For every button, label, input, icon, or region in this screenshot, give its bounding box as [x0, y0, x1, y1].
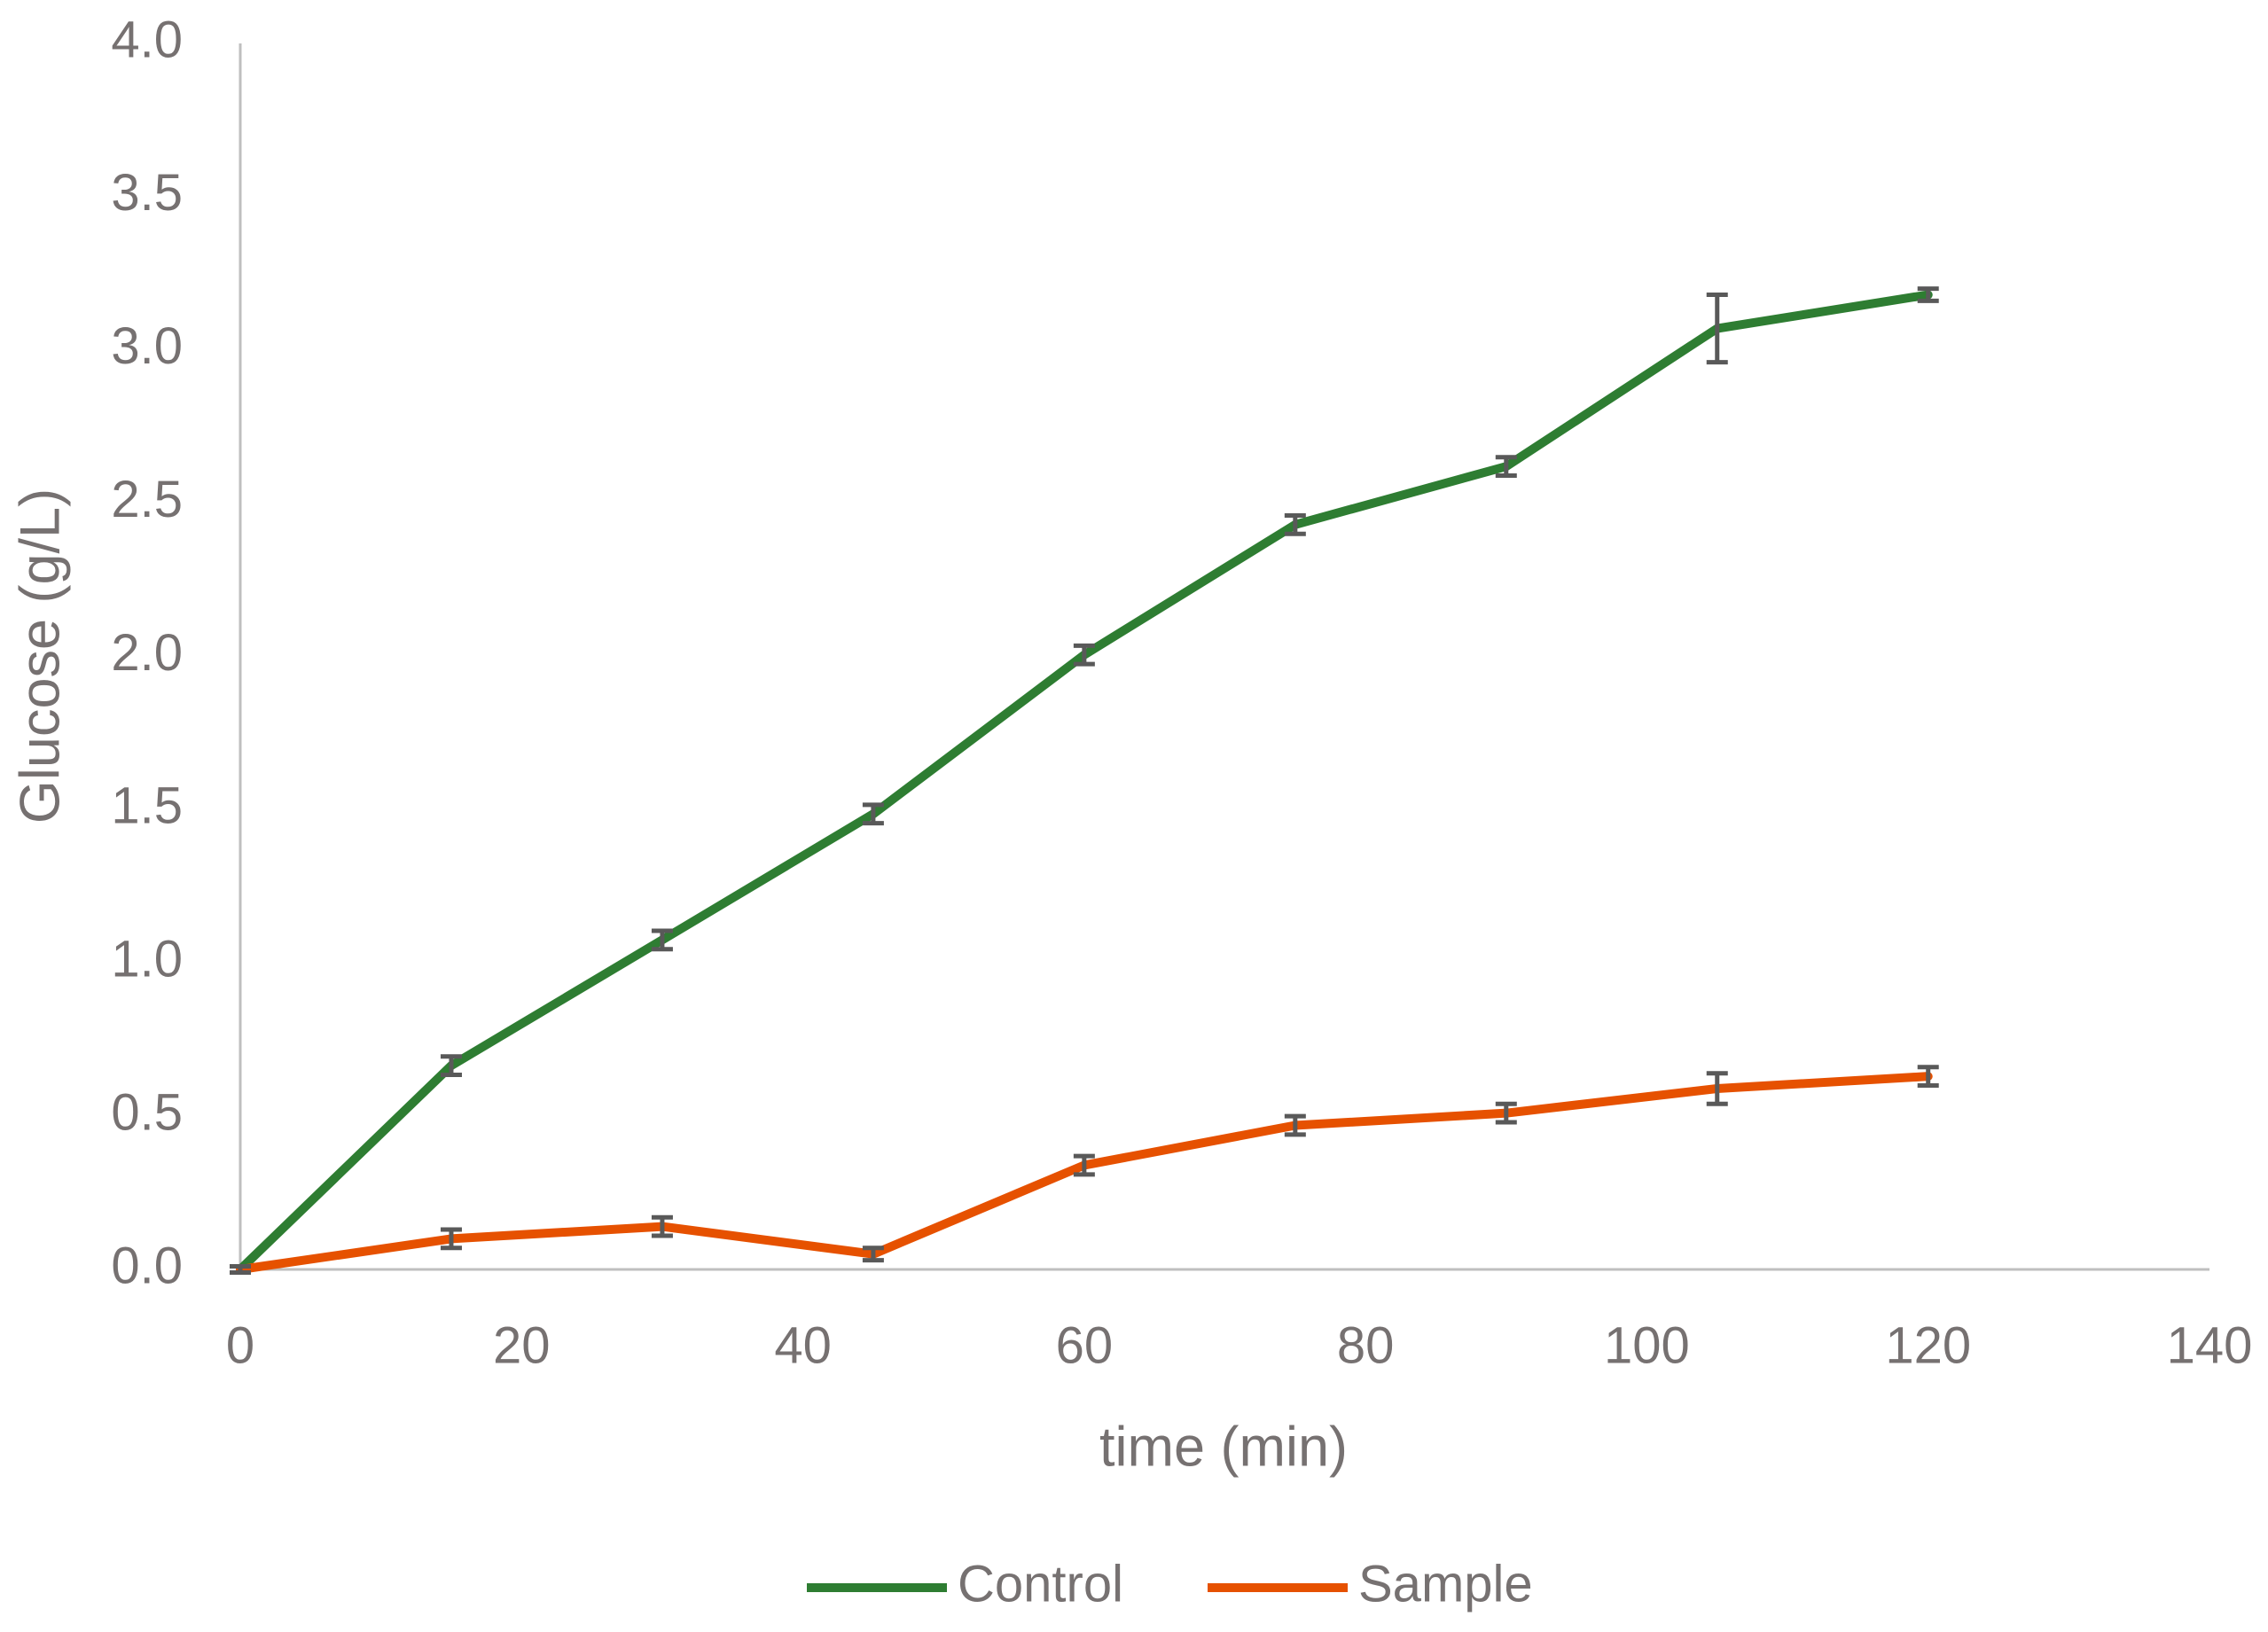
error-bar [1706, 293, 1728, 365]
y-tick-label: 2.5 [111, 471, 183, 528]
error-bar [1073, 1153, 1095, 1177]
x-tick-label: 140 [2167, 1316, 2253, 1374]
legend-label: Sample [1358, 1555, 1533, 1612]
error-bar [862, 1245, 884, 1263]
error-bar [1284, 512, 1306, 536]
x-axis-title: time (min) [1099, 1417, 1348, 1479]
y-tick-label: 1.0 [111, 931, 183, 988]
y-tick-label: 3.5 [111, 164, 183, 222]
series-line [236, 290, 1933, 1274]
error-bar [1073, 643, 1095, 667]
x-tick-label: 60 [1056, 1316, 1114, 1374]
error-bar [651, 928, 673, 952]
x-tick-label: 120 [1885, 1316, 1971, 1374]
x-tick-label: 100 [1604, 1316, 1690, 1374]
error-bar [1495, 1101, 1517, 1125]
error-bar [651, 1214, 673, 1238]
x-tick-label: 40 [774, 1316, 832, 1374]
x-tick-label: 20 [493, 1316, 551, 1374]
x-tick-label: 0 [226, 1316, 254, 1374]
y-tick-label: 2.0 [111, 624, 183, 682]
error-bar [230, 1264, 251, 1275]
y-tick-label: 3.0 [111, 317, 183, 375]
error-bar [1495, 455, 1517, 479]
error-bar [440, 1227, 462, 1251]
y-tick-label: 0.5 [111, 1083, 183, 1141]
y-tick-label: 4.0 [111, 11, 183, 68]
y-tick-label: 1.5 [111, 777, 183, 835]
y-tick-label: 0.0 [111, 1237, 183, 1294]
error-bar [1917, 1065, 1939, 1089]
error-bar [440, 1054, 462, 1077]
error-bar [1706, 1071, 1728, 1106]
x-tick-label: 80 [1337, 1316, 1395, 1374]
error-bar [862, 802, 884, 826]
legend-label: Control [958, 1555, 1123, 1612]
error-bar [1917, 286, 1939, 303]
y-axis-title: Glucose (g/L) [10, 488, 72, 824]
error-bar [1284, 1113, 1306, 1137]
